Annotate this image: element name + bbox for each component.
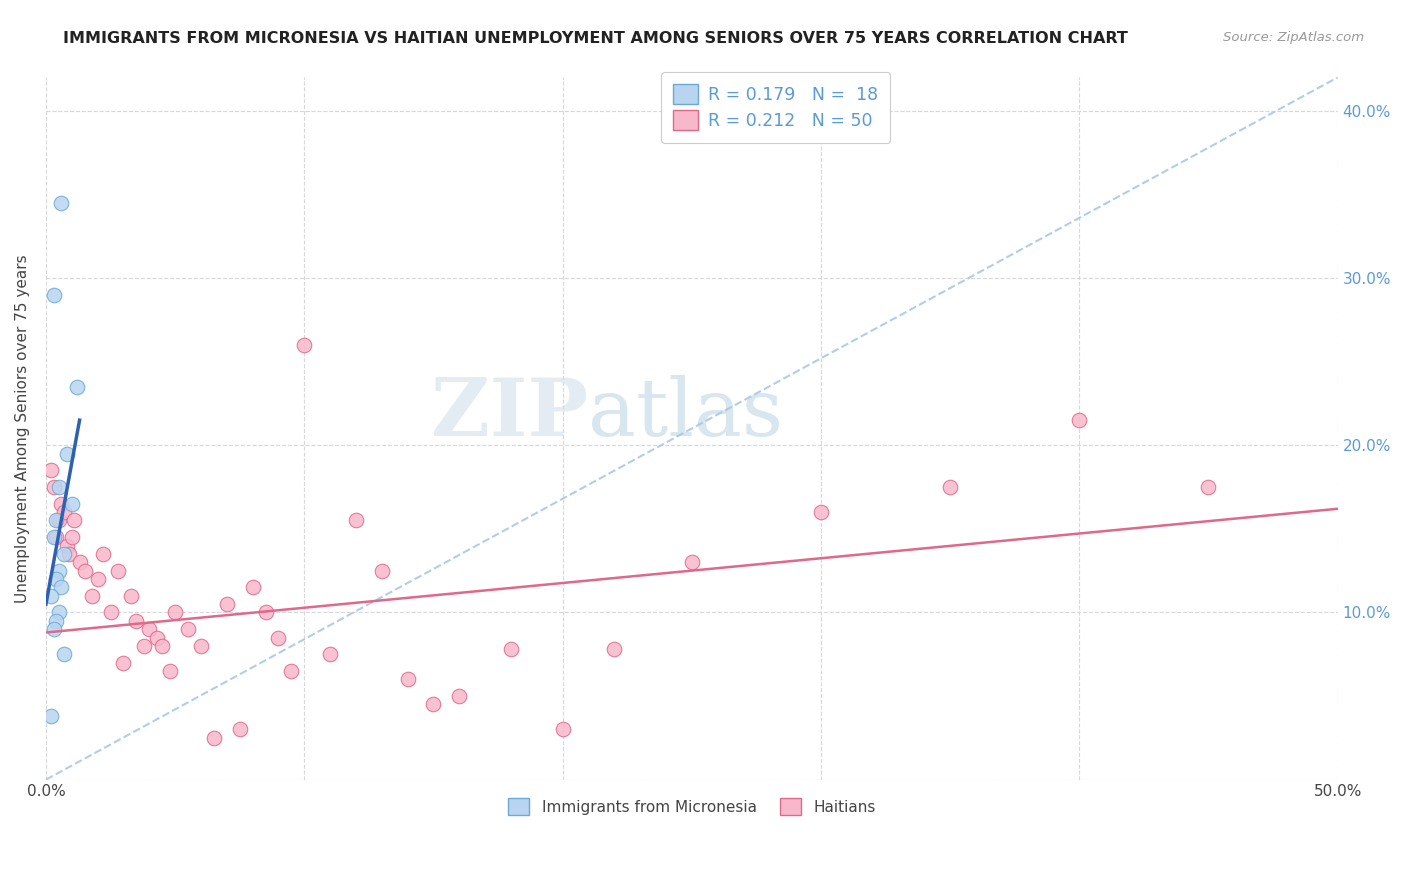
Point	[45, 614, 67, 628]
Point	[939, 480, 962, 494]
Point	[1198, 480, 1220, 494]
Point	[51, 497, 73, 511]
Point	[48, 480, 70, 494]
Point	[107, 564, 129, 578]
Point	[55, 447, 77, 461]
Point	[371, 564, 394, 578]
Point	[551, 723, 574, 737]
Point	[177, 622, 200, 636]
Point	[39, 463, 62, 477]
Point	[603, 642, 626, 657]
Point	[190, 639, 212, 653]
Point	[134, 639, 156, 653]
Point	[39, 589, 62, 603]
Y-axis label: Unemployment Among Seniors over 75 years: Unemployment Among Seniors over 75 years	[15, 254, 30, 603]
Point	[60, 530, 83, 544]
Point	[146, 631, 169, 645]
Point	[69, 555, 91, 569]
Point	[810, 505, 832, 519]
Point	[82, 589, 104, 603]
Point	[499, 642, 522, 657]
Point	[125, 614, 148, 628]
Point	[45, 513, 67, 527]
Point	[112, 656, 135, 670]
Point	[53, 647, 76, 661]
Point	[165, 606, 187, 620]
Point	[48, 606, 70, 620]
Point	[45, 530, 67, 544]
Point	[58, 547, 80, 561]
Point	[60, 497, 83, 511]
Point	[396, 673, 419, 687]
Point	[280, 664, 302, 678]
Point	[449, 689, 471, 703]
Point	[86, 572, 108, 586]
Point	[242, 580, 264, 594]
Point	[120, 589, 142, 603]
Point	[150, 639, 173, 653]
Point	[42, 287, 65, 301]
Point	[48, 564, 70, 578]
Point	[39, 709, 62, 723]
Text: ZIP: ZIP	[432, 376, 589, 453]
Point	[202, 731, 225, 745]
Point	[319, 647, 342, 661]
Point	[91, 547, 114, 561]
Text: IMMIGRANTS FROM MICRONESIA VS HAITIAN UNEMPLOYMENT AMONG SENIORS OVER 75 YEARS C: IMMIGRANTS FROM MICRONESIA VS HAITIAN UN…	[63, 31, 1128, 46]
Text: Source: ZipAtlas.com: Source: ZipAtlas.com	[1223, 31, 1364, 45]
Point	[48, 513, 70, 527]
Point	[73, 564, 96, 578]
Point	[51, 580, 73, 594]
Point	[42, 622, 65, 636]
Point	[215, 597, 238, 611]
Point	[267, 631, 290, 645]
Point	[681, 555, 703, 569]
Point	[100, 606, 122, 620]
Point	[159, 664, 181, 678]
Legend: Immigrants from Micronesia, Haitians: Immigrants from Micronesia, Haitians	[499, 789, 884, 824]
Text: atlas: atlas	[589, 376, 783, 453]
Point	[228, 723, 250, 737]
Point	[42, 530, 65, 544]
Point	[51, 195, 73, 210]
Point	[55, 539, 77, 553]
Point	[292, 338, 315, 352]
Point	[45, 572, 67, 586]
Point	[1069, 413, 1091, 427]
Point	[63, 513, 86, 527]
Point	[53, 505, 76, 519]
Point	[66, 380, 89, 394]
Point	[42, 480, 65, 494]
Point	[53, 547, 76, 561]
Point	[138, 622, 160, 636]
Point	[422, 698, 444, 712]
Point	[254, 606, 277, 620]
Point	[344, 513, 367, 527]
